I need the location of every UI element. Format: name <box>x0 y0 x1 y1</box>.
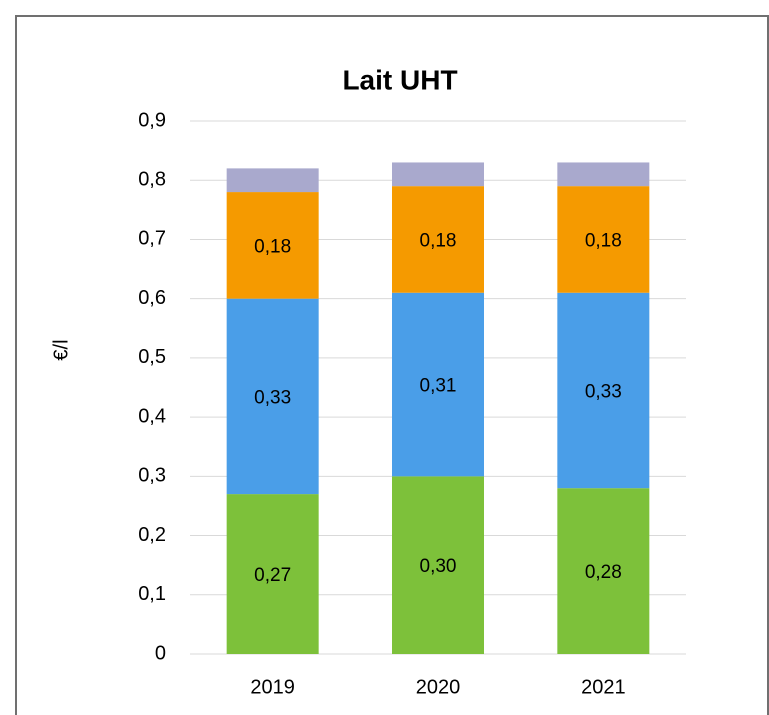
bar-segment <box>557 292 650 489</box>
bar-segment <box>226 298 319 495</box>
y-tick-label: 0 <box>155 642 166 664</box>
y-tick-label: 0,3 <box>138 465 166 487</box>
x-tick-label: 2019 <box>250 676 295 698</box>
x-tick-label: 2021 <box>581 676 626 698</box>
bar-segment <box>557 162 650 187</box>
bar-segment <box>392 292 484 477</box>
data-label: 0,31 <box>420 376 457 397</box>
data-label: 0,28 <box>585 562 622 583</box>
y-tick-label: 0,4 <box>138 405 166 427</box>
y-tick-label: 0,6 <box>138 287 166 309</box>
data-label: 0,33 <box>585 381 622 402</box>
bar-segment <box>226 494 319 654</box>
bar-segment <box>392 476 484 654</box>
bar-segment <box>557 186 650 293</box>
y-tick-label: 0,5 <box>138 346 166 368</box>
bar-segment <box>392 186 484 293</box>
data-label: 0,33 <box>254 387 291 408</box>
y-axis-label: €/l <box>50 339 72 360</box>
x-tick-label: 2020 <box>416 676 461 698</box>
data-label: 0,18 <box>420 230 457 251</box>
data-label: 0,18 <box>585 230 622 251</box>
bar-segment <box>392 162 484 187</box>
y-tick-label: 0,8 <box>138 169 166 191</box>
data-label: 0,27 <box>254 565 291 586</box>
y-tick-label: 0,1 <box>138 583 166 605</box>
y-tick-label: 0,2 <box>138 524 166 546</box>
bar-segment <box>557 488 650 654</box>
chart-title: Lait UHT <box>342 64 457 95</box>
data-label: 0,30 <box>420 556 457 577</box>
data-label: 0,18 <box>254 236 291 257</box>
bar-segment <box>226 168 319 193</box>
y-tick-label: 0,7 <box>138 228 166 250</box>
bar-segment <box>226 192 319 299</box>
y-tick-label: 0,9 <box>138 109 166 131</box>
